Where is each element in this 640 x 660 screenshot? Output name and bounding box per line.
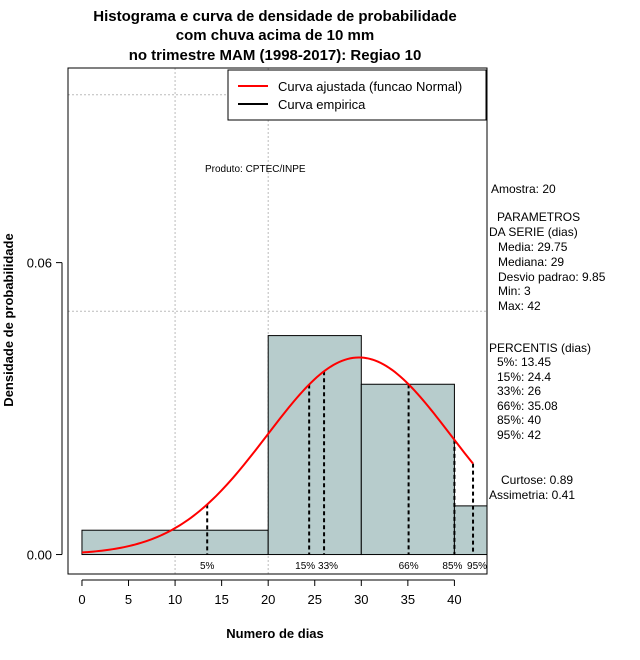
- normal-curve-line: [81, 356, 474, 554]
- parameters-title-1: PARAMETROS: [497, 210, 580, 224]
- x-axis-title: Numero de dias: [226, 626, 324, 641]
- legend: Curva ajustada (funcao Normal) Curva emp…: [227, 69, 487, 121]
- parameters-title-2: DA SERIE (dias): [489, 225, 578, 239]
- mean-text: Media: 29.75: [498, 240, 568, 254]
- percentile-label-2: 33%: [318, 561, 338, 572]
- legend-box: [227, 69, 487, 121]
- percentile-markers: 5% 15% 33% 66% 85% 95%: [200, 371, 487, 572]
- plot-frame: [67, 67, 488, 575]
- percentile-85-text: 85%: 40: [497, 413, 541, 427]
- max-text: Max: 42: [498, 299, 541, 313]
- skewness-text: Assimetria: 0.41: [489, 488, 575, 502]
- percentile-label-3: 66%: [399, 561, 419, 572]
- y-tick-label-0: 0.00: [27, 548, 52, 563]
- median-text: Mediana: 29: [498, 255, 564, 269]
- x-tick-label-5: 25: [308, 592, 322, 607]
- percentile-95-text: 95%: 42: [497, 428, 541, 442]
- std-dev-text: Desvio padrao: 9.85: [498, 270, 606, 284]
- axes: 0 5 10 15 20 25 30 35 40 0.00 0.06: [27, 256, 462, 607]
- chart-title-line-1: Histograma e curva de densidade de proba…: [93, 8, 456, 25]
- percentile-5-text: 5%: 13.45: [497, 355, 551, 369]
- legend-label-normal: Curva ajustada (funcao Normal): [278, 79, 462, 94]
- percentile-33-text: 33%: 26: [497, 384, 541, 398]
- y-tick-label-1: 0.06: [27, 256, 52, 271]
- y-axis-title: Densidade de probabilidade: [1, 233, 16, 406]
- percentile-label-1: 15%: [295, 561, 315, 572]
- product-label: Produto: CPTEC/INPE: [205, 164, 306, 175]
- min-text: Min: 3: [498, 284, 531, 298]
- x-tick-label-2: 10: [168, 592, 182, 607]
- percentile-label-0: 5%: [200, 561, 215, 572]
- percentile-66-text: 66%: 35.08: [497, 399, 558, 413]
- kurtosis-text: Curtose: 0.89: [501, 473, 573, 487]
- x-tick-label-6: 30: [354, 592, 368, 607]
- sample-size-text: Amostra: 20: [491, 182, 556, 196]
- histogram-bar-0: [81, 529, 269, 556]
- chart-title-line-3: no trimestre MAM (1998-2017): Regiao 10: [129, 47, 422, 64]
- percentile-label-5: 95%: [467, 561, 487, 572]
- percentile-15-text: 15%: 24.4: [497, 370, 551, 384]
- x-tick-label-7: 35: [401, 592, 415, 607]
- statistics-panel: Amostra: 20 PARAMETROS DA SERIE (dias) M…: [489, 182, 606, 502]
- x-tick-label-1: 5: [125, 592, 132, 607]
- x-tick-label-4: 20: [261, 592, 275, 607]
- x-tick-label-3: 15: [214, 592, 228, 607]
- histogram-bar-3: [453, 505, 488, 556]
- histogram-bars: [81, 335, 488, 556]
- legend-label-empirical: Curva empirica: [278, 97, 366, 112]
- chart-title-line-2: com chuva acima de 10 mm: [176, 27, 374, 44]
- percentiles-title: PERCENTIS (dias): [489, 341, 591, 355]
- percentile-label-4: 85%: [442, 561, 462, 572]
- histogram-bar-1: [267, 335, 362, 556]
- x-tick-label-8: 40: [447, 592, 461, 607]
- x-tick-label-0: 0: [78, 592, 85, 607]
